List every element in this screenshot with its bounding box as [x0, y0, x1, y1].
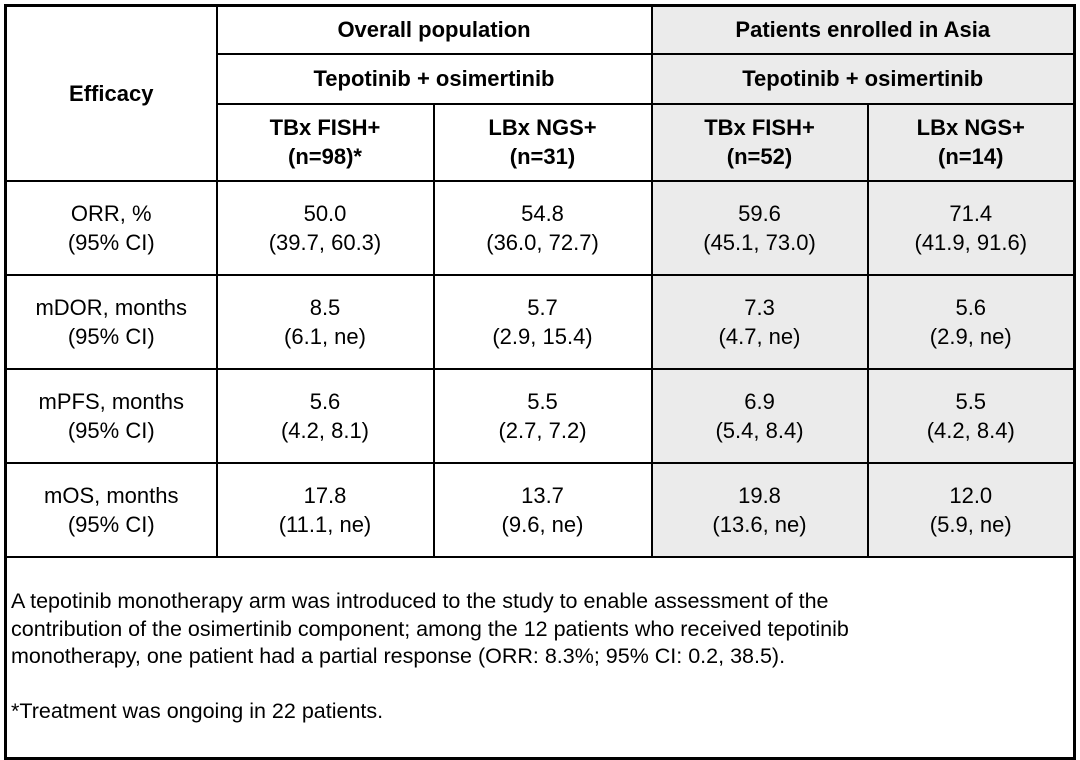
endpoint-ci-label: (95% CI)	[67, 417, 155, 443]
column-assay-label: TBx FISH+	[704, 115, 815, 140]
value: 59.6	[738, 200, 781, 226]
value: 7.3	[744, 294, 775, 320]
value: 19.8	[738, 482, 781, 508]
value-cell: 5.5 (4.2, 8.4)	[866, 367, 1076, 464]
endpoint-label-mos: mOS, months (95% CI)	[4, 461, 218, 558]
treatment-header-overall: Tepotinib + osimertinib	[215, 52, 653, 105]
value-cell: 50.0 (39.7, 60.3)	[215, 179, 435, 276]
confidence-interval: (41.9, 91.6)	[914, 229, 1028, 255]
value-cell: 12.0 (5.9, ne)	[866, 461, 1076, 558]
footnote-asterisk-text: *Treatment was ongoing in 22 patients.	[11, 699, 384, 723]
endpoint-name: mPFS, months	[38, 388, 184, 414]
confidence-interval: (9.6, ne)	[501, 511, 584, 537]
value: 5.7	[527, 294, 558, 320]
value: 5.5	[955, 388, 987, 414]
confidence-interval: (13.6, ne)	[712, 511, 807, 537]
value-cell: 5.6 (4.2, 8.1)	[215, 367, 435, 464]
column-n-label: (n=31)	[509, 144, 576, 169]
value: 12.0	[949, 482, 993, 508]
confidence-interval: (4.2, 8.1)	[280, 417, 370, 443]
column-assay-label: TBx FISH+	[269, 115, 381, 140]
value: 8.5	[309, 294, 341, 320]
endpoint-name: mOS, months	[44, 482, 179, 508]
endpoint-ci-label: (95% CI)	[67, 229, 155, 255]
endpoint-label-mdor: mDOR, months (95% CI)	[4, 273, 218, 370]
value: 5.6	[309, 388, 341, 414]
column-header-tbx-fish-overall: TBx FISH+ (n=98)*	[215, 102, 435, 182]
value: 50.0	[303, 200, 347, 226]
confidence-interval: (2.9, ne)	[929, 323, 1012, 349]
table-row-mos: mOS, months (95% CI) 17.8 (11.1, ne) 13.…	[4, 461, 1076, 558]
value-cell: 54.8 (36.0, 72.7)	[432, 179, 653, 276]
endpoint-name: ORR, %	[70, 200, 152, 226]
confidence-interval: (4.7, ne)	[718, 323, 801, 349]
endpoint-ci-label: (95% CI)	[67, 323, 155, 349]
value-cell: 6.9 (5.4, 8.4)	[650, 367, 869, 464]
confidence-interval: (36.0, 72.7)	[486, 229, 599, 255]
value-cell: 13.7 (9.6, ne)	[432, 461, 653, 558]
column-header-lbx-ngs-overall: LBx NGS+ (n=31)	[432, 102, 653, 182]
confidence-interval: (5.4, 8.4)	[715, 417, 804, 443]
value-cell: 17.8 (11.1, ne)	[215, 461, 435, 558]
value-cell: 71.4 (41.9, 91.6)	[866, 179, 1076, 276]
column-n-label: (n=14)	[938, 144, 1004, 169]
table-row-mpfs: mPFS, months (95% CI) 5.6 (4.2, 8.1) 5.5…	[4, 367, 1076, 464]
value-cell: 7.3 (4.7, ne)	[650, 273, 869, 370]
column-assay-label: LBx NGS+	[916, 115, 1025, 140]
group-header-asia: Patients enrolled in Asia	[650, 4, 1076, 55]
value: 71.4	[949, 200, 993, 226]
confidence-interval: (4.2, 8.4)	[926, 417, 1015, 443]
column-assay-label: LBx NGS+	[488, 115, 597, 140]
efficacy-table: Efficacy Overall population Patients enr…	[4, 4, 1076, 760]
table-row-orr: ORR, % (95% CI) 50.0 (39.7, 60.3) 54.8 (…	[4, 179, 1076, 276]
column-header-lbx-ngs-asia: LBx NGS+ (n=14)	[866, 102, 1076, 182]
value: 13.7	[521, 482, 564, 508]
confidence-interval: (39.7, 60.3)	[268, 229, 382, 255]
value-cell: 5.7 (2.9, 15.4)	[432, 273, 653, 370]
confidence-interval: (5.9, ne)	[929, 511, 1012, 537]
value-cell: 19.8 (13.6, ne)	[650, 461, 869, 558]
footnote-text: A tepotinib monotherapy arm was introduc…	[11, 589, 849, 668]
column-header-tbx-fish-asia: TBx FISH+ (n=52)	[650, 102, 869, 182]
column-n-label: (n=52)	[726, 144, 793, 169]
page: Efficacy Overall population Patients enr…	[4, 4, 1076, 760]
group-header-overall-population: Overall population	[215, 4, 653, 55]
endpoint-ci-label: (95% CI)	[67, 511, 155, 537]
confidence-interval: (2.7, 7.2)	[498, 417, 587, 443]
value: 6.9	[744, 388, 775, 414]
corner-header-efficacy: Efficacy	[4, 4, 218, 182]
confidence-interval: (45.1, 73.0)	[703, 229, 816, 255]
value-cell: 5.6 (2.9, ne)	[866, 273, 1076, 370]
table-row-mdor: mDOR, months (95% CI) 8.5 (6.1, ne) 5.7 …	[4, 273, 1076, 370]
footnote-cell: A tepotinib monotherapy arm was introduc…	[4, 555, 1076, 760]
endpoint-label-orr: ORR, % (95% CI)	[4, 179, 218, 276]
value-cell: 8.5 (6.1, ne)	[215, 273, 435, 370]
confidence-interval: (11.1, ne)	[278, 511, 372, 537]
value: 5.6	[955, 294, 987, 320]
value: 17.8	[303, 482, 347, 508]
treatment-header-asia: Tepotinib + osimertinib	[650, 52, 1076, 105]
value: 54.8	[521, 200, 564, 226]
value-cell: 59.6 (45.1, 73.0)	[650, 179, 869, 276]
confidence-interval: (6.1, ne)	[284, 323, 366, 349]
endpoint-label-mpfs: mPFS, months (95% CI)	[4, 367, 218, 464]
confidence-interval: (2.9, 15.4)	[492, 323, 593, 349]
column-n-label: (n=98)*	[288, 144, 362, 169]
value: 5.5	[527, 388, 558, 414]
value-cell: 5.5 (2.7, 7.2)	[432, 367, 653, 464]
endpoint-name: mDOR, months	[35, 294, 188, 320]
